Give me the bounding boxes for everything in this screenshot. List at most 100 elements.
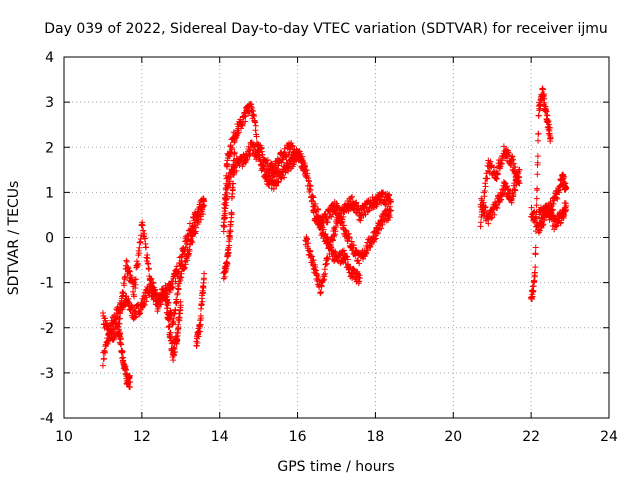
data-point [325, 237, 332, 244]
data-point [532, 269, 539, 276]
data-point [150, 284, 157, 291]
data-point [533, 213, 540, 220]
data-point [165, 316, 172, 323]
data-point [120, 290, 127, 297]
data-point [386, 197, 393, 204]
data-point [227, 228, 234, 235]
data-point [541, 99, 548, 106]
data-point [356, 275, 363, 282]
data-point [181, 264, 188, 271]
data-point [371, 236, 378, 243]
y-tick-label: 4 [45, 50, 54, 66]
data-point [253, 133, 260, 140]
data-point [132, 281, 139, 288]
data-point [314, 213, 321, 220]
chart-title: Day 039 of 2022, Sidereal Day-to-day VTE… [44, 21, 608, 37]
data-point [136, 250, 143, 257]
data-point [320, 226, 327, 233]
data-point [340, 247, 347, 254]
data-point [500, 143, 507, 150]
data-point [145, 266, 152, 273]
data-point [512, 187, 519, 194]
data-point [200, 197, 207, 204]
data-point [357, 211, 364, 218]
series-track-c [115, 320, 134, 391]
data-point [168, 284, 175, 291]
data-point [312, 267, 319, 274]
data-point [143, 244, 150, 251]
x-axis-label: GPS time / hours [277, 459, 394, 475]
data-point [528, 204, 535, 211]
data-point [388, 207, 394, 214]
data-point [530, 209, 537, 216]
data-point [140, 227, 147, 234]
data-point [229, 144, 236, 151]
data-point [547, 135, 554, 142]
data-point [355, 257, 362, 264]
x-tick-label: 24 [600, 429, 618, 445]
data-point [224, 174, 231, 181]
data-point [481, 187, 488, 194]
data-point [221, 273, 228, 280]
data-point [260, 162, 267, 169]
data-point [549, 213, 556, 220]
data-point [116, 315, 123, 322]
data-point [370, 204, 377, 211]
data-point [356, 260, 363, 267]
data-point [175, 286, 182, 293]
data-point [340, 222, 347, 229]
data-point [200, 211, 207, 218]
data-point [142, 235, 149, 242]
data-point [493, 175, 500, 182]
data-point [117, 331, 124, 338]
series-track-k [310, 206, 363, 287]
y-tick-label: -4 [40, 411, 54, 427]
data-point [350, 242, 357, 249]
data-point [201, 270, 208, 277]
data-point [532, 264, 539, 271]
series-track-p [535, 199, 570, 233]
data-point [174, 290, 181, 297]
data-point [166, 323, 173, 330]
data-point [510, 167, 517, 174]
data-point [560, 173, 567, 180]
data-point [367, 241, 374, 248]
data-point [228, 210, 235, 217]
data-point [543, 108, 550, 115]
data-point [328, 213, 335, 220]
data-point [481, 193, 488, 200]
data-point [281, 174, 288, 181]
data-point [231, 157, 238, 164]
data-point [529, 293, 536, 300]
data-point [175, 324, 182, 331]
data-point [505, 152, 512, 159]
data-point [485, 220, 492, 227]
data-point [200, 284, 207, 291]
data-point [386, 191, 393, 198]
data-point [170, 284, 176, 291]
data-point [320, 277, 327, 284]
x-tick-label: 18 [367, 429, 385, 445]
data-point [102, 349, 109, 356]
data-point [509, 153, 516, 160]
data-point [182, 261, 189, 268]
data-point [230, 180, 237, 187]
data-point [118, 300, 125, 307]
data-point [264, 157, 271, 164]
data-point [184, 257, 191, 264]
data-point [165, 324, 172, 331]
data-point [497, 197, 504, 204]
data-point [510, 192, 517, 199]
data-point [337, 219, 344, 226]
data-point [348, 194, 355, 201]
data-point [534, 159, 541, 166]
data-point [388, 198, 394, 205]
data-point [486, 168, 493, 175]
data-point [231, 149, 238, 156]
data-point [539, 85, 546, 92]
series-track-d [162, 285, 184, 364]
data-point [490, 164, 497, 171]
data-point [150, 280, 157, 287]
